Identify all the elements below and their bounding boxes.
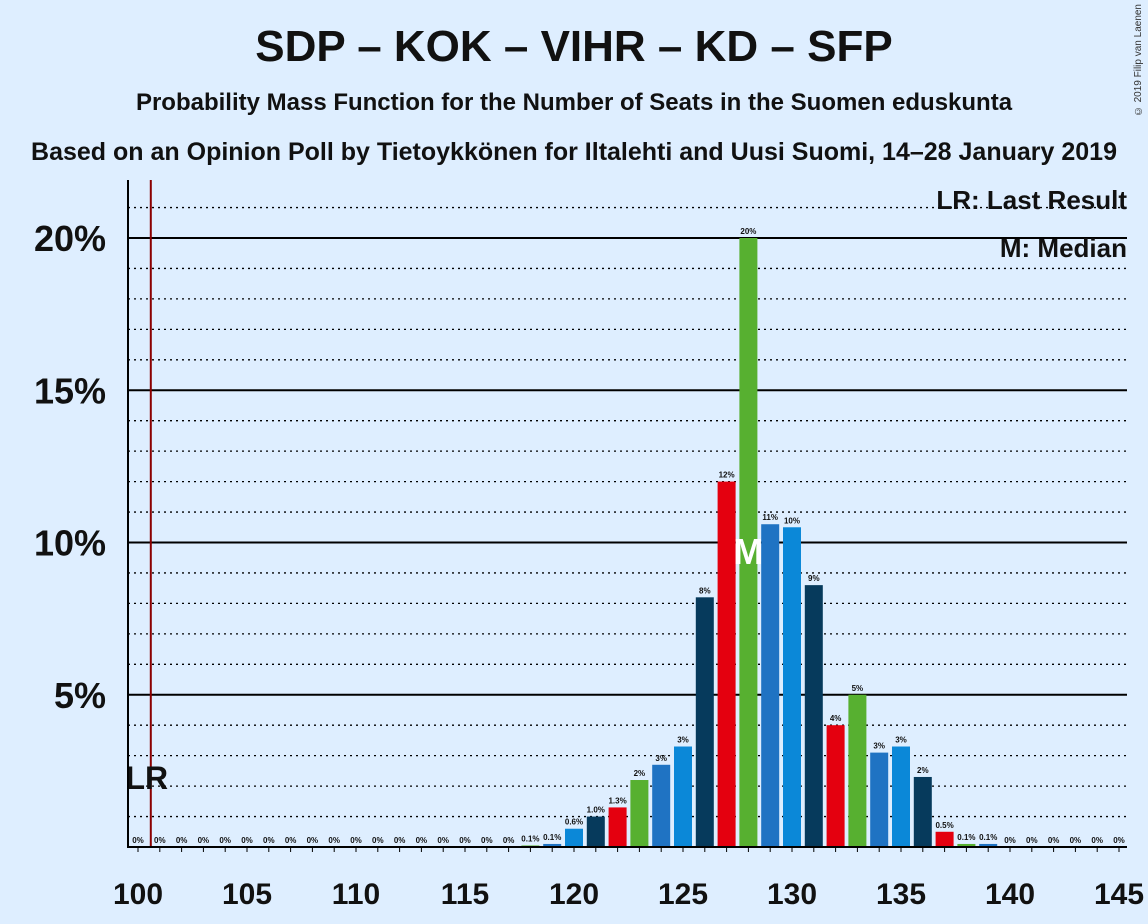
bar-value-label: 0% [437,836,449,845]
y-tick-label: 5% [54,675,106,716]
bar [608,807,627,847]
bar-value-label: 3% [655,754,667,763]
bar [935,831,954,847]
bar [848,694,867,847]
bar-value-label: 0% [394,836,406,845]
bar [586,816,605,847]
x-tick-label: 105 [222,878,272,911]
bar-value-label: 4% [830,714,842,723]
legend-median: M: Median [1000,233,1127,263]
bar-value-label: 0% [263,836,275,845]
bar-value-label: 1.0% [587,806,605,815]
x-tick-label: 145 [1094,878,1144,911]
x-tick-label: 110 [332,878,380,911]
x-tick-label: 125 [658,878,708,911]
x-tick-label: 100 [113,878,163,911]
chart-title: SDP – KOK – VIHR – KD – SFP [255,22,893,71]
bar-value-label: 1.3% [608,796,626,805]
bar [739,238,758,847]
bar [543,843,562,847]
bar-value-label: 3% [895,736,907,745]
last-result-label: LR [125,760,168,796]
bar-value-label: 10% [784,516,800,525]
bar-value-label: 0.1% [543,833,561,842]
y-tick-label: 20% [34,218,106,259]
chart-source: Based on an Opinion Poll by Tietoykkönen… [31,138,1117,166]
bar-value-label: 0% [219,836,231,845]
bar-value-label: 0.1% [957,833,975,842]
x-tick-label: 130 [767,878,817,911]
bar-value-label: 0% [1091,836,1103,845]
bar [695,597,714,847]
bar-value-label: 0% [241,836,253,845]
bar [957,843,976,847]
bar-value-label: 0% [1026,836,1038,845]
bar-value-label: 11% [762,513,778,522]
bar-value-label: 0% [503,836,515,845]
bar [565,828,583,847]
bar [804,585,823,847]
bar [870,752,889,847]
axes: 5% 10% 15% 20% LR 100 105 110 115 120 125 130 135 140… [34,180,1144,911]
bar [783,527,801,847]
bar-value-label: 9% [808,574,820,583]
bar-value-label: 0.1% [521,834,539,843]
bar-value-label: 20% [740,227,756,236]
bar-value-label: 5% [852,684,864,693]
bar-value-label: 0.1% [979,833,997,842]
bar [979,843,998,847]
bar-value-label: 0% [1004,836,1016,845]
bar [826,725,845,847]
x-tick-label: 120 [549,878,599,911]
x-tick-label: 135 [876,878,926,911]
bar-value-label: 0% [285,836,297,845]
bar-value-label: 0% [459,836,471,845]
bar-value-label: 0% [132,836,144,845]
bar-value-label: 0.5% [935,821,953,830]
bar [892,746,910,847]
bar [630,780,649,847]
bar [652,764,671,847]
bar-value-label: 3% [677,736,689,745]
y-tick-label: 10% [34,523,106,564]
bar-value-label: 0% [307,836,319,845]
bar-value-label: 8% [699,586,711,595]
bar-value-label: 0% [1113,836,1125,845]
bar-value-label: 0% [350,836,362,845]
legend-last-result: LR: Last Result [936,185,1127,215]
bar-value-label: 0% [416,836,428,845]
median-marker: M [733,531,763,572]
bar-value-label: 2% [634,769,646,778]
bars [521,238,998,847]
bar-value-label: 0% [372,836,384,845]
bar [674,746,692,847]
y-tick-label: 15% [34,370,106,411]
gridlines [128,206,1127,818]
bar [761,524,780,847]
bar-value-label: 0% [1070,836,1082,845]
bar-value-label: 0% [154,836,166,845]
bar-value-label: 0% [481,836,493,845]
x-tick-label: 115 [441,878,489,911]
bar-value-label: 2% [917,766,929,775]
bar-value-label: 0% [198,836,210,845]
bar-value-label: 0% [1048,836,1060,845]
x-tick-label: 140 [985,878,1035,911]
bar-value-label: 0% [328,836,340,845]
bar-value-label: 12% [719,471,735,480]
bar [913,776,932,847]
bar-value-label: 0.6% [565,818,583,827]
bar-value-label: 3% [873,742,885,751]
chart-subtitle: Probability Mass Function for the Number… [135,89,1013,116]
bar-labels: 0% 0% 0% 0% 0% 0% 0% 0% 0% 0% 0% 0% 0% 0% 0% 0% 0% 0% 0.1%… [132,227,1125,845]
bar-value-label: 0% [176,836,188,845]
bar [717,481,736,847]
